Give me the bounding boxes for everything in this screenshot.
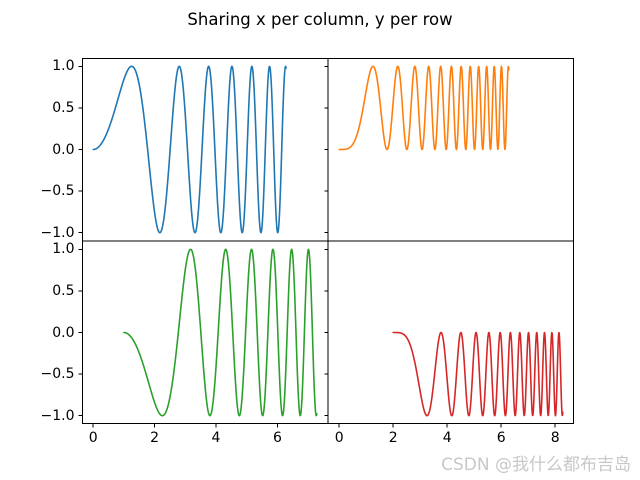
- y-tick-label: 0.5: [52, 282, 75, 299]
- y-tick-label: −0.5: [40, 183, 75, 200]
- y-tick-label: 1.0: [52, 58, 75, 75]
- x-tick-label: 4: [442, 430, 452, 446]
- x-tick-label: 2: [150, 430, 160, 446]
- y-tick-label: 1.0: [52, 241, 75, 258]
- x-tick-label: 0: [334, 430, 344, 446]
- figure-title: Sharing x per column, y per row: [187, 10, 453, 29]
- y-tick-label: 0.0: [52, 141, 75, 158]
- x-tick-label: 6: [496, 430, 506, 446]
- axes-spines: [78, 58, 574, 428]
- y-tick-label: −0.5: [40, 366, 75, 383]
- curve-ax4: [392, 331, 564, 417]
- watermark: CSDN @我什么都布吉岛: [441, 455, 631, 475]
- x-tick-label: 2: [388, 430, 398, 446]
- curve-ax2: [338, 65, 510, 151]
- y-tick-label: 0.0: [52, 324, 75, 341]
- x-tick-label: 6: [272, 430, 282, 446]
- y-tick-label: 0.5: [52, 99, 75, 116]
- curve-ax1: [92, 65, 287, 234]
- y-tick-label: −1.0: [40, 224, 75, 241]
- curve-ax3: [123, 248, 318, 417]
- x-tick-label: 8: [550, 430, 560, 446]
- x-tick-label: 4: [211, 430, 221, 446]
- x-tick-label: 0: [88, 430, 98, 446]
- y-tick-label: −1.0: [40, 407, 75, 424]
- plot-area-svg: [78, 58, 574, 428]
